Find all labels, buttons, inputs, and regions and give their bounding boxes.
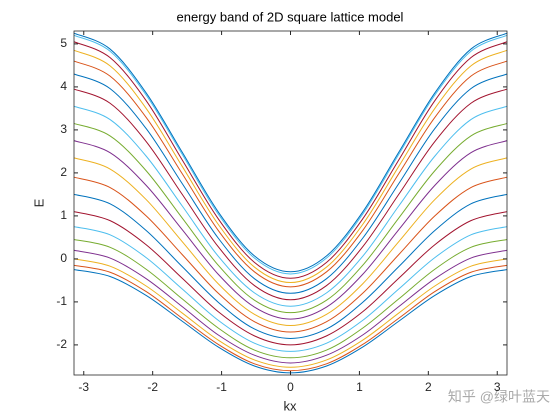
band-line — [73, 249, 508, 364]
y-tick-label: 0 — [60, 251, 67, 265]
x-tick-label: 2 — [425, 380, 432, 394]
y-tick-label: 4 — [60, 79, 67, 93]
y-tick-label: 3 — [60, 122, 67, 136]
plot-area — [74, 31, 507, 375]
band-line — [73, 41, 508, 279]
watermark: 知乎 @绿叶蓝天 — [448, 389, 550, 405]
band-line — [73, 157, 508, 327]
band-line — [73, 239, 508, 359]
band-line — [73, 60, 508, 288]
band-line — [73, 226, 508, 352]
band-line — [73, 88, 508, 301]
band-line — [73, 122, 508, 314]
band-line — [73, 105, 508, 307]
x-tick-label: -2 — [147, 380, 158, 394]
band-line — [73, 211, 508, 346]
band-line — [73, 193, 508, 339]
band-line — [73, 34, 508, 275]
y-tick-label: 2 — [60, 165, 67, 179]
y-tick-label: 5 — [60, 36, 67, 50]
x-tick-label: -1 — [216, 380, 227, 394]
chart-title: energy band of 2D square lattice model — [177, 9, 404, 24]
y-tick-label: -1 — [56, 294, 67, 308]
x-axis-label: kx — [284, 398, 298, 413]
y-tick-label: -2 — [56, 337, 67, 351]
band-line — [73, 32, 508, 273]
band-line — [73, 140, 508, 320]
x-tick-label: 0 — [287, 380, 294, 394]
x-tick-label: 3 — [494, 380, 501, 394]
band-line — [73, 258, 508, 368]
x-tick-label: -3 — [78, 380, 89, 394]
y-axis-label: E — [31, 198, 46, 207]
band-line — [73, 176, 508, 333]
band-line — [73, 264, 508, 372]
y-tick-label: 1 — [60, 208, 67, 222]
band-line — [73, 73, 508, 294]
x-tick-label: 1 — [356, 380, 363, 394]
band-line — [73, 49, 508, 284]
